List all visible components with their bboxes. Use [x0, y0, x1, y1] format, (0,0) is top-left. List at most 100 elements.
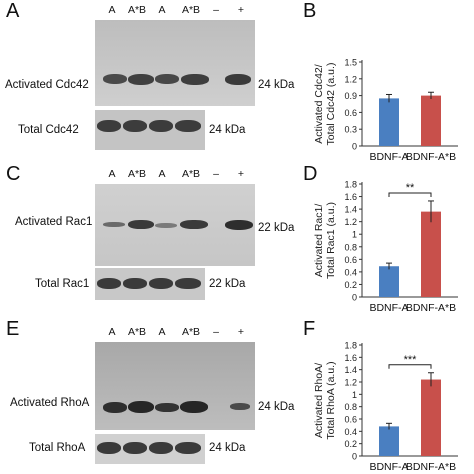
blot-band — [123, 442, 147, 454]
y-tick-label: 0.4 — [344, 267, 357, 277]
significance-marker: *** — [404, 354, 418, 366]
blot-band — [97, 120, 121, 132]
panel-label-c: C — [6, 163, 21, 185]
blot-band — [180, 220, 208, 229]
lane-label: A*B — [181, 326, 201, 338]
panel-label-a: A — [6, 0, 20, 22]
blot-total-cdc42 — [95, 110, 205, 150]
kda-label: 22 kDa — [209, 278, 246, 290]
y-tick-label: 1.4 — [344, 205, 357, 215]
lane-label: A — [108, 168, 116, 180]
blot-activated-cdc42 — [95, 20, 255, 106]
y-tick-label: 1.4 — [344, 365, 357, 375]
blot-band — [123, 278, 147, 289]
y-tick-label: 0.4 — [344, 427, 357, 437]
y-tick-label: 0 — [352, 142, 357, 152]
panel-label-b: B — [303, 0, 317, 22]
y-tick-label: 1.5 — [344, 58, 357, 68]
y-tick-label: 1.8 — [344, 341, 357, 351]
y-tick-label: 0.9 — [344, 91, 357, 101]
blot-band — [128, 220, 154, 229]
bar — [421, 211, 441, 297]
blot-band — [225, 74, 251, 85]
lane-label: A*B — [127, 326, 147, 338]
blot-band — [128, 401, 154, 413]
row-label-activated-rac1: Activated Rac1 — [15, 216, 93, 228]
y-tick-label: 0.6 — [344, 415, 357, 425]
panel-label-e: E — [6, 318, 20, 340]
blot-band — [103, 402, 127, 413]
y-axis-label: Activated Cdc42/ — [313, 64, 325, 143]
y-tick-label: 1.2 — [344, 217, 357, 227]
y-axis-label: Total RhoA (a.u.) — [325, 361, 337, 439]
y-tick-label: 1.6 — [344, 353, 357, 363]
kda-label: 24 kDa — [258, 401, 295, 413]
lane-label: A — [158, 326, 166, 338]
y-tick-label: 0.8 — [344, 402, 357, 412]
category-label: BDNF-A*B — [406, 302, 456, 314]
bar — [379, 426, 399, 456]
kda-label: 24 kDa — [258, 79, 295, 91]
lane-label: A — [158, 4, 166, 16]
blot-band — [175, 442, 201, 454]
lane-label: + — [237, 326, 245, 338]
significance-marker: ** — [406, 182, 415, 194]
blot-band — [149, 278, 173, 289]
y-tick-label: 0.6 — [344, 108, 357, 118]
y-tick-label: 0.8 — [344, 242, 357, 252]
blot-band — [103, 74, 127, 84]
kda-label: 24 kDa — [209, 124, 246, 136]
blot-band — [225, 220, 253, 230]
y-tick-label: 1 — [352, 230, 357, 240]
row-label-total-rhoa: Total RhoA — [29, 442, 86, 454]
blot-band — [180, 401, 208, 413]
bar — [379, 266, 399, 297]
y-tick-label: 0 — [352, 452, 357, 462]
lane-label: – — [213, 168, 219, 180]
y-tick-label: 1.8 — [344, 180, 357, 190]
row-label-activated-cdc42: Activated Cdc42 — [5, 79, 89, 91]
category-label: BDNF-A — [369, 461, 408, 473]
lane-label: A*B — [181, 168, 201, 180]
y-axis-label: Activated RhoA/ — [313, 363, 325, 438]
bar-chart-cdc42: 0 0.3 0.6 0.9 1.2 1.5 Activated Cdc42/Total Cd… — [313, 58, 458, 163]
y-axis-label: Total Cdc42 (a.u.) — [325, 63, 337, 146]
blot-band — [155, 403, 179, 412]
lane-label: A*B — [127, 4, 147, 16]
significance-bracket — [388, 364, 432, 369]
blot-activated-rhoa — [95, 342, 255, 430]
bar-chart-rhoa: 0 0.2 0.4 0.6 0.8 1 1.2 1.4 1.6 1.8 Activated RhoA… — [313, 341, 458, 473]
row-label-total-rac1: Total Rac1 — [35, 278, 90, 290]
bar — [421, 95, 441, 146]
y-tick-label: 1.6 — [344, 192, 357, 202]
kda-label: 24 kDa — [209, 442, 246, 454]
y-tick-label: 1.2 — [344, 378, 357, 388]
y-tick-label: 0.2 — [344, 280, 357, 290]
bar — [379, 98, 399, 146]
y-axis-label: Total Rac1 (a.u.) — [325, 202, 337, 279]
y-tick-label: 0.6 — [344, 255, 357, 265]
blot-band — [149, 442, 173, 454]
lane-label: A*B — [181, 4, 201, 16]
blot-band — [97, 278, 121, 289]
y-tick-label: 0.2 — [344, 439, 357, 449]
bar — [421, 379, 441, 456]
panel-label-d: D — [303, 163, 318, 185]
y-tick-label: 0 — [352, 293, 357, 303]
blot-band — [97, 442, 121, 454]
blot-activated-rac1 — [95, 184, 255, 266]
y-tick-label: 0.3 — [344, 125, 357, 135]
panel-label-f: F — [303, 318, 316, 340]
row-label-activated-rhoa: Activated RhoA — [10, 397, 90, 409]
y-tick-label: 1 — [352, 390, 357, 400]
y-tick-label: 1.2 — [344, 74, 357, 84]
lane-label: A — [108, 4, 116, 16]
kda-label: 22 kDa — [258, 222, 295, 234]
blot-band — [149, 120, 173, 132]
lane-label: + — [237, 4, 245, 16]
category-label: BDNF-A — [369, 151, 408, 163]
lane-label: A — [108, 326, 116, 338]
category-label: BDNF-A*B — [406, 151, 456, 163]
